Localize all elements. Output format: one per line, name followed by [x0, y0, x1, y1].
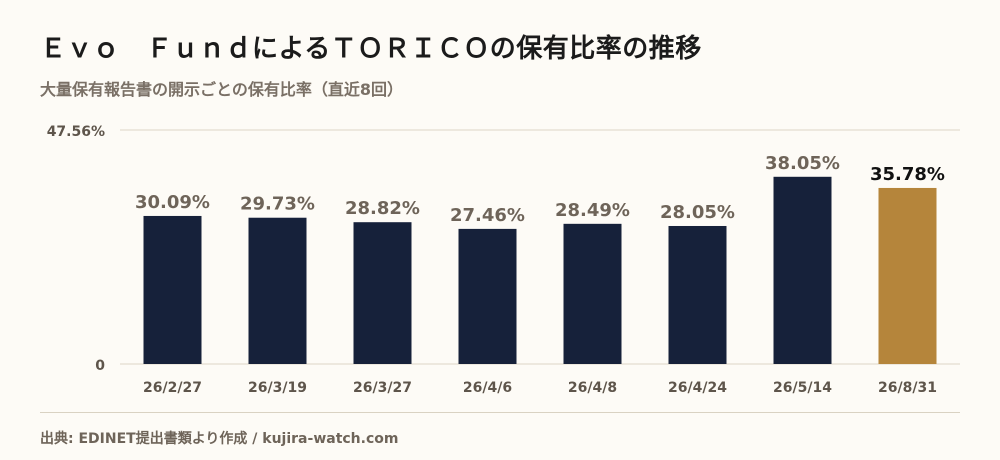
x-tick-label: 26/5/14 — [773, 380, 832, 396]
bar-highlight — [878, 187, 937, 364]
bar — [353, 222, 412, 364]
data-label: 30.09% — [135, 192, 210, 213]
footer-divider — [40, 412, 960, 413]
x-tick-label: 26/8/31 — [878, 380, 937, 396]
bar — [563, 223, 622, 364]
data-label: 38.05% — [765, 153, 840, 174]
bar — [773, 176, 832, 364]
x-tick-label: 26/4/24 — [668, 380, 727, 396]
y-tick-label: 0 — [95, 358, 105, 374]
x-tick-label: 26/3/19 — [248, 380, 307, 396]
bar — [248, 217, 307, 364]
data-label: 35.78% — [870, 164, 945, 185]
y-tick-label: 47.56% — [47, 124, 105, 140]
x-tick-label: 26/3/27 — [353, 380, 412, 396]
bar — [458, 228, 517, 364]
data-label: 28.05% — [660, 202, 735, 223]
data-label: 27.46% — [450, 205, 525, 226]
data-label: 28.49% — [555, 200, 630, 221]
bar — [668, 225, 727, 364]
data-label: 29.73% — [240, 194, 315, 215]
chart-subtitle: 大量保有報告書の開示ごとの保有比率（直近8回） — [40, 80, 403, 99]
x-tick-label: 26/4/8 — [568, 380, 617, 396]
chart-title: Ｅｖｏ ＦｕｎｄによるＴＯＲＩＣＯの保有比率の推移 — [40, 34, 702, 64]
source-note: 出典: EDINET提出書類より作成 / kujira-watch.com — [40, 431, 399, 447]
x-tick-label: 26/4/6 — [463, 380, 512, 396]
x-tick-label: 26/2/27 — [143, 380, 202, 396]
bar — [143, 215, 202, 364]
data-label: 28.82% — [345, 198, 420, 219]
